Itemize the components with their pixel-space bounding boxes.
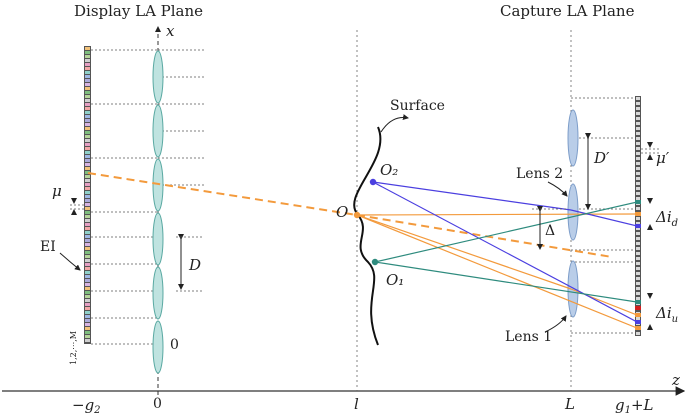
delta-id-label: Δid: [655, 208, 678, 229]
blue-ray-lens1: [372, 181, 638, 323]
point-O1: [371, 258, 379, 266]
tick-g1-plus-L: g1+L: [615, 396, 654, 414]
lens1-label: Lens 1: [505, 329, 552, 345]
z-axis-label: z: [671, 371, 680, 389]
display-lens-array: [152, 50, 164, 374]
tick-neg-g2: −g2: [72, 396, 101, 414]
ei-index-label: 1,2,⋯,M: [69, 331, 78, 365]
capture-plane-title: Capture LA Plane: [500, 2, 635, 20]
teal-ray-lens2: [374, 201, 638, 263]
orange-ray-lens1: [356, 214, 638, 329]
capture-lens-boundaries: [571, 97, 636, 334]
x-axis-label: x: [166, 22, 175, 40]
lens2-label: Lens 2: [516, 166, 563, 182]
blue-ray-lens2: [372, 181, 572, 211]
delta-iu-label: Δiu: [655, 304, 678, 325]
mu-label: μ: [52, 182, 62, 200]
O-label: O: [336, 203, 348, 221]
teal-ray-lens1: [374, 261, 638, 303]
EI-label: EI: [40, 239, 56, 255]
delta-label: Δ: [545, 223, 555, 239]
tick-L: L: [564, 395, 575, 413]
point-O2: [369, 178, 377, 186]
display-lens-boundaries: [91, 49, 205, 345]
display-origin-label: 0: [170, 337, 179, 353]
orange-ray-lens2: [356, 213, 638, 216]
orange-dashed-ray: [87, 172, 358, 216]
display-elemental-image-strip: [84, 46, 91, 344]
capture-sensor-strip: [635, 96, 641, 336]
mu-prime-label: μ′: [656, 149, 670, 167]
D-label: D: [188, 256, 201, 274]
orange-ray-lens1b: [356, 214, 572, 290]
tick-zero: 0: [153, 396, 162, 412]
point-O: [353, 211, 361, 219]
tick-l: l: [354, 395, 359, 413]
O1-label: O₁: [386, 271, 404, 289]
O2-label: O₂: [380, 161, 398, 179]
display-plane-title: Display LA Plane: [74, 2, 203, 20]
orange-dashed-extension: [356, 214, 613, 258]
D-prime-label: D′: [593, 149, 610, 167]
surface-label: Surface: [390, 98, 445, 114]
surface-curve: [353, 126, 382, 346]
